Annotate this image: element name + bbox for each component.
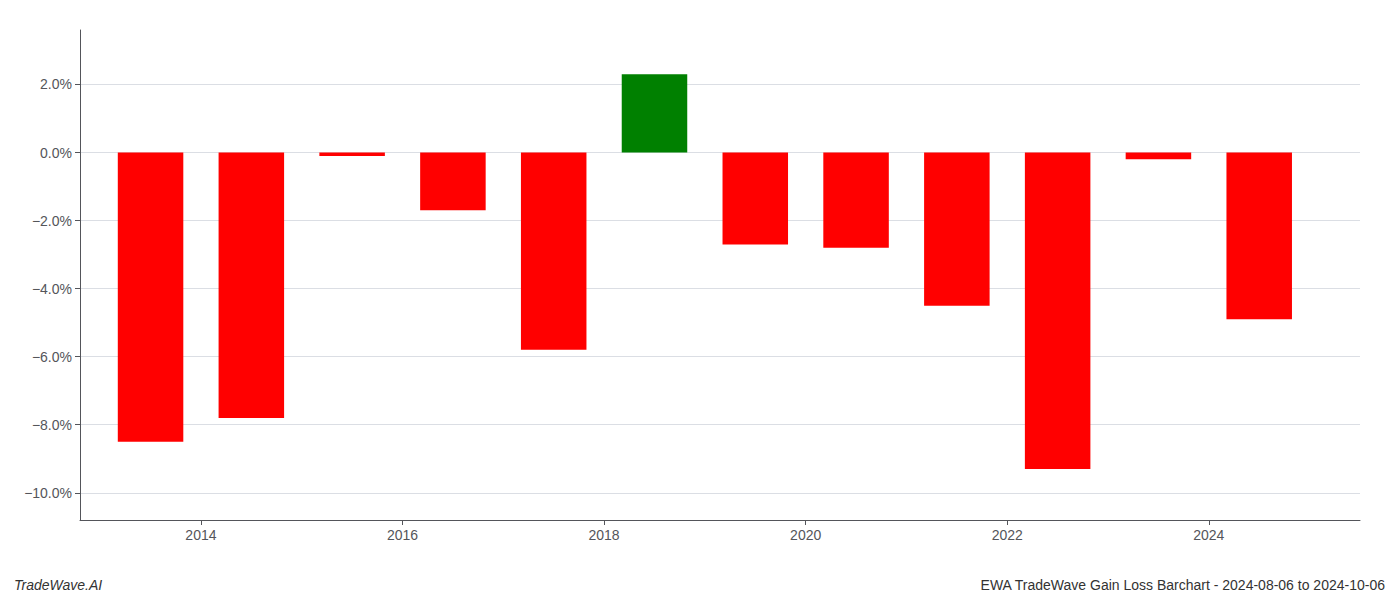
svg-text:−6.0%: −6.0% <box>32 349 72 365</box>
svg-text:0.0%: 0.0% <box>40 145 72 161</box>
svg-text:2024: 2024 <box>1193 527 1224 543</box>
svg-text:−8.0%: −8.0% <box>32 417 72 433</box>
svg-text:2014: 2014 <box>185 527 216 543</box>
svg-text:−4.0%: −4.0% <box>32 281 72 297</box>
svg-text:2.0%: 2.0% <box>40 76 72 92</box>
svg-text:−10.0%: −10.0% <box>24 485 72 501</box>
svg-text:−2.0%: −2.0% <box>32 213 72 229</box>
svg-text:2020: 2020 <box>790 527 821 543</box>
svg-text:2018: 2018 <box>589 527 620 543</box>
svg-text:2016: 2016 <box>387 527 418 543</box>
svg-text:TradeWave.AI: TradeWave.AI <box>14 577 102 593</box>
svg-text:2022: 2022 <box>992 527 1023 543</box>
svg-text:EWA TradeWave Gain Loss Barcha: EWA TradeWave Gain Loss Barchart - 2024-… <box>981 577 1386 593</box>
